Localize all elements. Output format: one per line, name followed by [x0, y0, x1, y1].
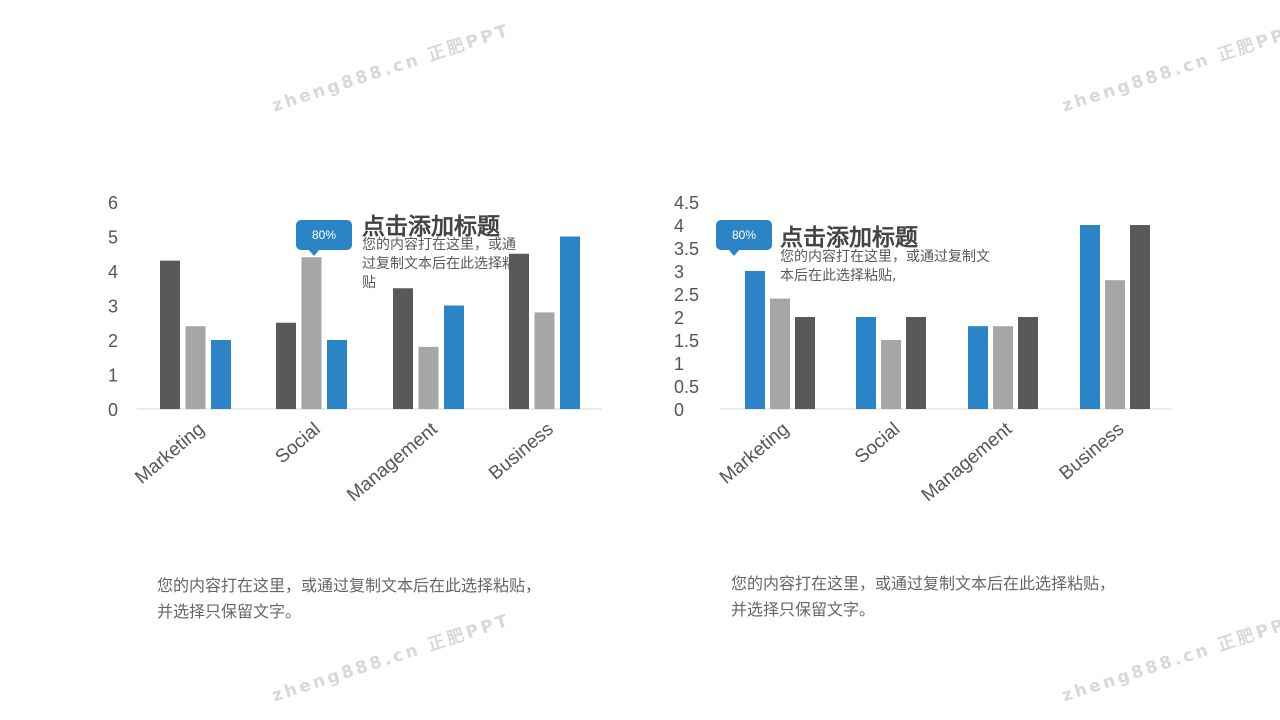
right-ytick-label: 3.5 [674, 239, 699, 259]
left-ytick-label: 1 [108, 366, 118, 386]
right-ytick-label: 3 [674, 262, 684, 282]
left-ytick-label: 5 [108, 228, 118, 248]
left-bar-marketing-3 [211, 340, 231, 409]
left-bar-business-1 [509, 253, 529, 409]
right-ytick-label: 1 [674, 354, 684, 374]
left-bar-marketing-2 [185, 326, 206, 409]
right-category-label: Social [851, 419, 904, 468]
left-ytick-label: 2 [108, 331, 118, 351]
right-bar-social-3 [906, 317, 926, 409]
right-bar-business-1 [1080, 225, 1100, 409]
caption-right[interactable]: 您的内容打在这里，或通过复制文本后在此选择粘贴， 并选择只保留文字。 [731, 571, 1115, 623]
right-category-label: Marketing [716, 419, 793, 489]
right-ytick-label: 4.5 [674, 193, 699, 213]
percent-badge-left: 80% [296, 220, 352, 256]
left-ytick-label: 0 [108, 400, 118, 420]
caption-left-line2: 并选择只保留文字。 [157, 602, 302, 621]
left-bar-social-1 [276, 322, 296, 409]
caption-left[interactable]: 您的内容打在这里，或通过复制文本后在此选择粘贴， 并选择只保留文字。 [157, 573, 541, 625]
right-bar-marketing-3 [795, 317, 815, 409]
caption-right-line1: 您的内容打在这里，或通过复制文本后在此选择粘贴， [731, 574, 1116, 593]
right-bar-marketing-1 [745, 271, 765, 409]
right-ytick-label: 2.5 [674, 285, 699, 305]
right-category-label: Business [1056, 419, 1129, 485]
caption-right-line2: 并选择只保留文字。 [731, 600, 876, 619]
left-bar-business-3 [560, 236, 580, 409]
left-bar-social-3 [327, 340, 347, 409]
left-bar-business-2 [534, 312, 555, 409]
left-ytick-label: 6 [108, 193, 118, 213]
right-bar-social-1 [856, 317, 876, 409]
right-ytick-label: 0 [674, 400, 684, 420]
left-bar-management-1 [393, 288, 413, 409]
callout-title-left[interactable]: 点击添加标题 [362, 214, 500, 240]
left-bar-management-2 [418, 346, 439, 409]
right-category-label: Management [918, 418, 1017, 506]
right-ytick-label: 0.5 [674, 377, 699, 397]
left-ytick-label: 3 [108, 297, 118, 317]
right-ytick-label: 2 [674, 308, 684, 328]
right-ytick-label: 4 [674, 216, 684, 236]
left-bar-management-3 [444, 305, 464, 409]
callout-title-right[interactable]: 点击添加标题 [780, 225, 918, 251]
callout-body-right[interactable]: 您的内容打在这里，或通过复制文本后在此选择粘贴, [780, 249, 990, 284]
percent-badge-right: 80% [716, 220, 772, 256]
right-bar-marketing-2 [770, 298, 790, 409]
left-bar-marketing-1 [160, 260, 180, 409]
right-bar-social-2 [881, 340, 901, 409]
right-ytick-label: 1.5 [674, 331, 699, 351]
left-ytick-label: 4 [108, 262, 118, 282]
right-bar-business-3 [1130, 225, 1150, 409]
right-bar-management-2 [993, 326, 1013, 409]
right-bar-business-2 [1105, 280, 1125, 409]
caption-left-line1: 您的内容打在这里，或通过复制文本后在此选择粘贴， [157, 576, 542, 595]
right-bar-management-1 [968, 326, 988, 409]
right-bar-management-3 [1018, 317, 1038, 409]
callout-body-left[interactable]: 您的内容打在这里，或通过复制文本后在此选择粘贴 [362, 237, 516, 291]
left-bar-social-2 [301, 257, 322, 409]
